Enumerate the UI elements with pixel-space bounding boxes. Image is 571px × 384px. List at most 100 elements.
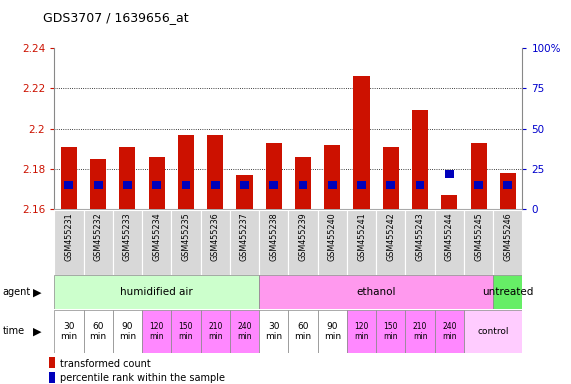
Text: GSM455236: GSM455236	[211, 212, 220, 261]
Bar	[182, 181, 190, 189]
Text: GSM455242: GSM455242	[386, 212, 395, 261]
Bar	[416, 181, 424, 189]
Text: 150
min: 150 min	[384, 322, 398, 341]
Text: control: control	[477, 327, 509, 336]
Bar	[90, 159, 106, 209]
Text: 120
min: 120 min	[354, 322, 369, 341]
Bar	[347, 210, 376, 275]
Text: untreated: untreated	[482, 287, 533, 297]
Bar	[288, 310, 317, 353]
Text: GSM455235: GSM455235	[182, 212, 191, 261]
Bar	[435, 310, 464, 353]
Bar	[387, 181, 395, 189]
Text: GSM455232: GSM455232	[94, 212, 103, 261]
Text: 240
min: 240 min	[237, 322, 252, 341]
Bar	[357, 181, 366, 189]
Text: 60
min: 60 min	[90, 322, 107, 341]
Bar	[412, 111, 428, 209]
Bar	[474, 181, 483, 189]
Bar	[178, 135, 194, 209]
Bar	[328, 181, 337, 189]
Bar	[259, 310, 288, 353]
Text: humidified air: humidified air	[120, 287, 193, 297]
Text: GDS3707 / 1639656_at: GDS3707 / 1639656_at	[43, 11, 188, 24]
Bar	[83, 310, 112, 353]
Bar	[240, 181, 249, 189]
Bar	[113, 310, 142, 353]
Text: GSM455240: GSM455240	[328, 212, 337, 261]
Text: 120
min: 120 min	[150, 322, 164, 341]
Bar	[376, 310, 405, 353]
Bar	[142, 210, 171, 275]
Text: 30
min: 30 min	[265, 322, 282, 341]
Bar	[464, 210, 493, 275]
Text: GSM455239: GSM455239	[299, 212, 308, 261]
Bar	[383, 147, 399, 209]
Text: ▶: ▶	[33, 326, 41, 336]
Bar	[142, 310, 171, 353]
Text: 240
min: 240 min	[442, 322, 457, 341]
Bar	[200, 310, 230, 353]
Bar	[464, 310, 522, 353]
Bar	[65, 181, 73, 189]
Text: GSM455234: GSM455234	[152, 212, 161, 261]
Bar	[83, 210, 112, 275]
Text: percentile rank within the sample: percentile rank within the sample	[60, 373, 225, 383]
Text: 90
min: 90 min	[119, 322, 136, 341]
Bar	[259, 210, 288, 275]
Bar	[493, 210, 522, 275]
Bar	[123, 181, 132, 189]
Bar	[317, 210, 347, 275]
Text: 30
min: 30 min	[61, 322, 78, 341]
Text: 210
min: 210 min	[413, 322, 427, 341]
Bar	[152, 181, 161, 189]
Bar	[61, 147, 77, 209]
Bar	[376, 210, 405, 275]
Bar	[148, 157, 164, 209]
Text: GSM455244: GSM455244	[445, 212, 454, 261]
Bar	[347, 310, 376, 353]
Text: time: time	[3, 326, 25, 336]
Bar	[211, 181, 220, 189]
Text: 150
min: 150 min	[179, 322, 193, 341]
Text: ▶: ▶	[33, 287, 41, 297]
Text: GSM455238: GSM455238	[269, 212, 278, 261]
Text: transformed count: transformed count	[60, 359, 151, 369]
Bar	[236, 175, 252, 209]
Text: GSM455233: GSM455233	[123, 212, 132, 261]
Bar	[266, 143, 282, 209]
Bar	[441, 195, 457, 209]
Bar	[324, 145, 340, 209]
Bar	[445, 170, 454, 178]
Bar	[288, 210, 317, 275]
Bar	[171, 210, 200, 275]
Text: 210
min: 210 min	[208, 322, 223, 341]
Bar	[405, 310, 435, 353]
Bar	[207, 135, 223, 209]
Bar	[493, 275, 522, 309]
Bar	[405, 210, 435, 275]
Text: GSM455241: GSM455241	[357, 212, 366, 261]
Bar	[54, 210, 83, 275]
Bar	[200, 210, 230, 275]
Bar	[230, 210, 259, 275]
Bar	[317, 310, 347, 353]
Bar	[471, 143, 486, 209]
Bar	[270, 181, 278, 189]
Text: ethanol: ethanol	[356, 287, 396, 297]
Bar	[435, 210, 464, 275]
Text: GSM455246: GSM455246	[503, 212, 512, 261]
Bar	[54, 310, 83, 353]
Text: GSM455237: GSM455237	[240, 212, 249, 261]
Text: agent: agent	[3, 287, 31, 297]
Text: GSM455243: GSM455243	[416, 212, 425, 261]
Text: 60
min: 60 min	[295, 322, 312, 341]
Bar	[504, 181, 512, 189]
Bar	[230, 310, 259, 353]
Bar	[353, 76, 369, 209]
Bar	[500, 173, 516, 209]
Bar	[299, 181, 307, 189]
Bar	[119, 147, 135, 209]
Text: GSM455231: GSM455231	[65, 212, 74, 261]
Bar	[54, 275, 259, 309]
